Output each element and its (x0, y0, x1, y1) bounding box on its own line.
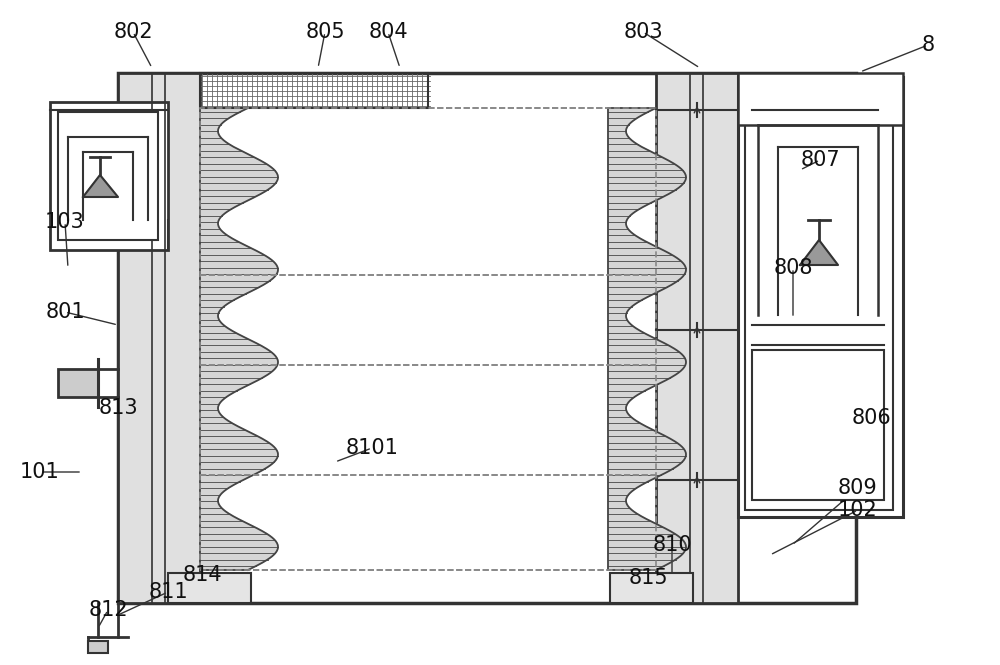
Text: 805: 805 (305, 22, 345, 42)
Polygon shape (608, 108, 686, 570)
Bar (752, 350, 884, 500)
Bar (200, 73, 428, 108)
Bar (58, 369, 98, 397)
Text: 102: 102 (838, 500, 878, 520)
Bar (118, 73, 856, 603)
Text: 103: 103 (45, 212, 85, 232)
Text: 802: 802 (113, 22, 153, 42)
Text: 804: 804 (368, 22, 408, 42)
Bar (58, 112, 158, 240)
Bar (738, 77, 903, 517)
Text: 814: 814 (182, 565, 222, 585)
Text: 809: 809 (838, 478, 878, 498)
Bar (200, 108, 656, 570)
Polygon shape (200, 108, 278, 570)
Text: 807: 807 (800, 150, 840, 170)
Bar (118, 73, 200, 603)
Bar (88, 641, 108, 653)
Bar (610, 573, 693, 603)
Text: 815: 815 (628, 568, 668, 588)
Text: 808: 808 (773, 258, 813, 278)
Bar (745, 85, 893, 510)
Text: 101: 101 (20, 462, 60, 482)
Polygon shape (800, 240, 838, 265)
Text: 811: 811 (148, 582, 188, 602)
Text: 801: 801 (45, 302, 85, 322)
Text: 806: 806 (852, 408, 892, 428)
Bar (738, 73, 903, 125)
Bar (50, 102, 168, 250)
Text: 813: 813 (98, 398, 138, 418)
Polygon shape (83, 175, 118, 197)
Text: 812: 812 (88, 600, 128, 620)
Text: 8101: 8101 (346, 438, 398, 458)
Text: 810: 810 (652, 535, 692, 555)
Bar (168, 573, 251, 603)
Bar (656, 73, 738, 603)
Text: 803: 803 (623, 22, 663, 42)
Text: 8: 8 (921, 35, 935, 55)
Bar (200, 108, 656, 570)
